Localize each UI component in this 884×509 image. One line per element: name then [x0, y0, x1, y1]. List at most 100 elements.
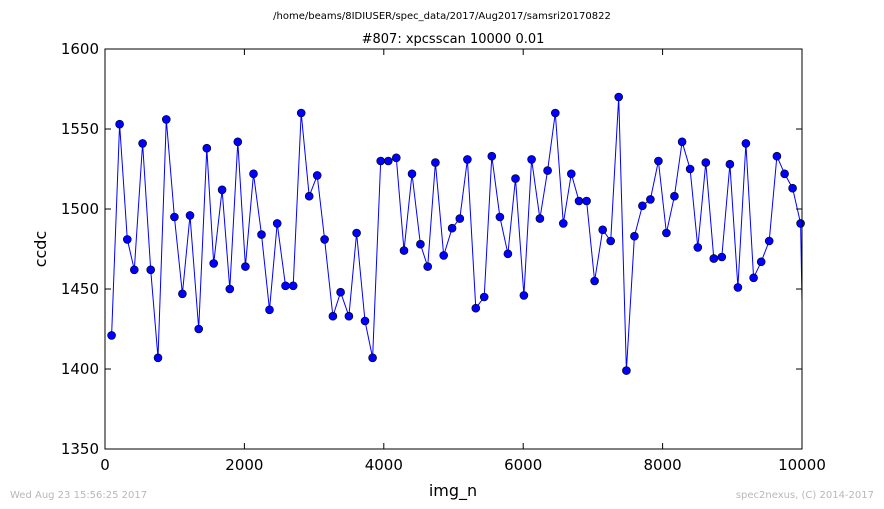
y-tick-label: 1550	[61, 120, 99, 138]
x-axis-label: img_n	[429, 481, 477, 501]
plot-area	[107, 92, 805, 375]
chart-suptitle: /home/beams/8IDIUSER/spec_data/2017/Aug2…	[273, 11, 611, 22]
data-point	[638, 201, 647, 211]
data-point	[622, 366, 631, 375]
data-point	[630, 231, 639, 241]
data-point	[162, 115, 171, 124]
data-point	[503, 249, 513, 259]
data-point	[471, 303, 481, 313]
y-tick-label: 1400	[61, 360, 99, 378]
data-point	[225, 284, 235, 294]
y-tick-label: 1350	[61, 440, 99, 458]
data-point	[185, 211, 195, 220]
data-point	[312, 171, 322, 180]
data-point	[138, 139, 147, 148]
data-point	[487, 151, 497, 161]
data-point	[447, 223, 457, 233]
data-point	[614, 92, 624, 102]
footer-credit: spec2nexus, (C) 2014-2017	[736, 490, 874, 501]
data-point	[693, 243, 703, 252]
chart-title: #807: xpcsscan 10000 0.01	[362, 32, 545, 47]
data-point	[717, 252, 727, 262]
data-point	[741, 139, 751, 148]
data-point	[328, 311, 338, 321]
data-point	[796, 219, 805, 228]
data-point	[304, 191, 314, 201]
data-point	[288, 281, 298, 291]
data-point	[756, 257, 766, 267]
data-point	[780, 169, 789, 179]
x-tick-label: 10000	[778, 456, 826, 474]
data-point	[582, 196, 591, 206]
data-point	[194, 324, 203, 334]
data-point	[764, 236, 774, 246]
data-point	[725, 159, 735, 169]
data-point	[543, 166, 552, 175]
data-point	[646, 195, 655, 204]
data-point	[749, 273, 758, 283]
data-point	[257, 230, 266, 239]
plot-frame	[104, 48, 803, 450]
x-tick-label: 0	[100, 456, 110, 474]
data-point	[209, 259, 218, 268]
data-point	[272, 219, 282, 228]
data-point	[217, 185, 227, 195]
data-point	[202, 143, 212, 153]
data-point	[788, 183, 797, 193]
data-point	[677, 137, 687, 147]
x-tick-label: 6000	[504, 456, 542, 474]
data-point	[146, 265, 155, 275]
data-point	[178, 289, 187, 299]
data-point	[455, 214, 465, 223]
data-point	[360, 316, 370, 326]
data-point	[170, 212, 179, 222]
data-point	[407, 169, 417, 179]
data-point	[249, 169, 258, 179]
data-point	[130, 265, 139, 275]
footer-timestamp: Wed Aug 23 15:56:25 2017	[10, 490, 147, 501]
data-point	[391, 153, 401, 163]
data-point	[115, 119, 124, 129]
data-point	[519, 291, 529, 300]
data-point	[123, 235, 132, 244]
data-point	[566, 169, 576, 179]
data-point	[733, 283, 743, 292]
data-point	[399, 246, 409, 255]
data-point	[416, 239, 425, 249]
data-point	[352, 228, 361, 238]
data-point	[550, 108, 560, 118]
y-tick-label: 1500	[61, 200, 99, 218]
data-point	[281, 281, 290, 291]
data-point	[107, 331, 116, 340]
data-point	[376, 156, 386, 166]
data-point	[265, 305, 274, 315]
y-tick-label: 1600	[61, 40, 99, 58]
data-point	[431, 158, 440, 167]
y-axis-label: ccdc	[31, 231, 50, 268]
data-point	[153, 353, 163, 363]
data-point	[383, 156, 393, 166]
data-point	[344, 311, 354, 321]
data-point	[558, 219, 568, 228]
series-markers	[107, 92, 805, 375]
x-tick-label: 8000	[644, 456, 682, 474]
data-point	[662, 228, 671, 238]
data-point	[336, 287, 345, 297]
data-point	[233, 137, 243, 147]
y-tick-label: 1450	[61, 280, 99, 298]
data-point	[320, 235, 329, 244]
plot-background	[105, 49, 802, 449]
data-point	[296, 108, 306, 118]
x-tick-label: 4000	[365, 456, 403, 474]
x-tick-label: 2000	[225, 456, 263, 474]
data-point	[511, 174, 520, 183]
data-point	[439, 251, 449, 260]
data-point	[709, 254, 719, 263]
data-point	[527, 155, 536, 164]
data-point	[590, 276, 599, 286]
data-point	[574, 196, 584, 206]
data-point	[670, 191, 679, 201]
data-point	[535, 214, 545, 223]
y-tick-labels: 1350 1400 1450 1500 1550 1600	[61, 40, 99, 458]
